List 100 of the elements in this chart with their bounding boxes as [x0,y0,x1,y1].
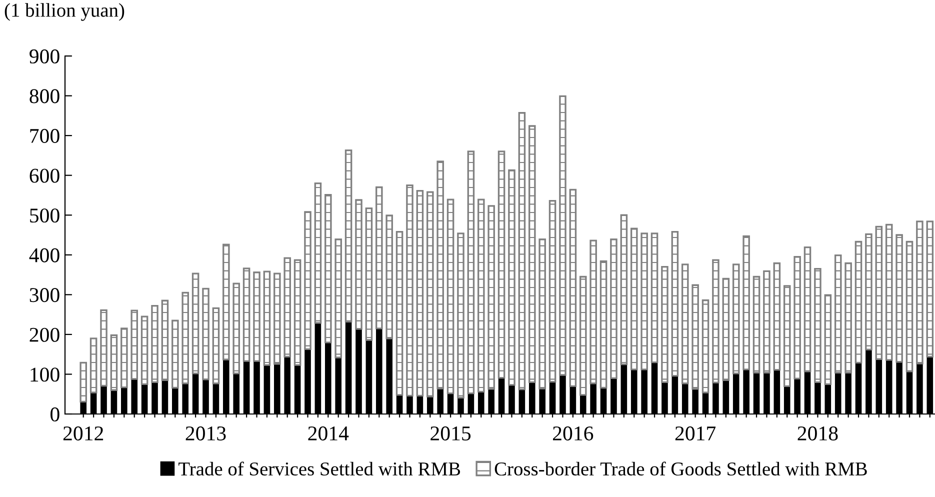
bar [376,186,383,330]
bar [324,194,332,344]
bar [263,270,271,366]
y-axis-title: (1 billion yuan) [4,3,124,21]
bar [436,160,444,390]
bar [212,307,220,384]
y-tick-label: 600 [30,168,60,183]
bar [814,268,822,384]
bar [365,208,373,341]
bar [722,278,730,382]
bar [610,238,618,380]
bar [498,150,506,379]
bar [538,238,546,390]
bar [844,262,852,374]
bar [692,284,699,390]
bar [742,235,750,370]
bar [406,184,414,397]
x-tick-label: 2018 [798,426,838,440]
legend-label: Trade of Services Settled with RMB [178,462,460,476]
bar [386,214,393,340]
bar [314,182,322,324]
bar [140,316,148,385]
bar [100,309,108,387]
bar [151,304,158,384]
bar [90,338,98,394]
bar [885,224,893,361]
x-tick-label: 2016 [553,426,594,440]
bar [80,362,87,403]
y-tick-label: 500 [30,208,60,223]
bar [130,310,138,380]
legend-label: Cross-border Trade of Goods Settled with RMB [494,462,867,476]
x-tick-label: 2014 [308,426,349,440]
bar [457,232,464,399]
bar [661,266,668,384]
x-tick-label: 2012 [63,426,104,440]
bar [834,254,842,374]
bar [182,292,189,384]
bar [344,149,352,323]
bar [579,276,587,396]
y-tick-label: 800 [30,89,60,104]
bar [732,264,740,374]
bar [854,240,862,364]
y-tick-label: 300 [30,288,60,302]
bar [783,285,791,387]
bar [794,256,801,380]
bar [671,230,679,377]
y-tick-label: 200 [30,328,60,342]
bar [274,272,281,365]
bar [548,200,556,383]
bar [650,232,658,364]
bar [202,288,210,380]
bar [242,268,250,362]
y-tick-label: 400 [29,248,60,262]
bar [804,246,812,372]
bar [875,226,883,360]
x-tick-label: 2013 [186,426,226,440]
bar [304,211,312,350]
bar [192,272,200,374]
y-tick-label: 900 [30,49,60,64]
y-tick-label: 100 [30,368,60,382]
bar [824,294,832,385]
bar [284,257,291,358]
bar [396,230,404,396]
bar [467,150,475,394]
bar [477,198,485,393]
bar [906,240,914,372]
y-tick-label: 0 [50,407,60,422]
bar [865,233,872,350]
bar [222,244,230,360]
bar [896,234,903,363]
bar [110,334,118,391]
bar [752,276,760,374]
bar [253,272,260,362]
bar [294,259,302,366]
x-tick-label: 2017 [675,426,716,440]
bar [569,188,577,387]
bar [446,198,454,394]
bar [640,232,648,370]
x-tick-label: 2015 [430,426,471,440]
bar [620,214,628,366]
bar [355,199,362,330]
bar [488,205,495,390]
bar [630,228,638,370]
bar [926,220,934,358]
bar [702,299,710,394]
bar [416,190,424,397]
bar [334,238,342,358]
bar [426,191,434,398]
bar [681,264,689,384]
bar [559,95,566,376]
bar [600,260,608,389]
bar [508,169,516,386]
bar [518,112,526,390]
bar [232,282,240,374]
bar [916,220,924,364]
bar [161,300,169,382]
y-tick-label: 700 [30,128,60,143]
bar [590,240,597,384]
bar [120,328,128,388]
bar [528,125,536,384]
